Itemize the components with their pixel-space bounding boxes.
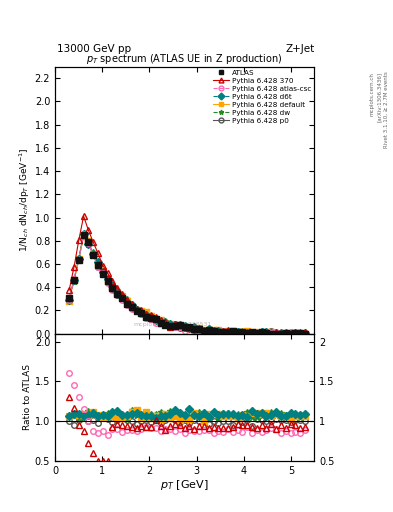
Text: mcplots.cern.ch: mcplots.cern.ch [370,72,375,116]
X-axis label: $p_T$ [GeV]: $p_T$ [GeV] [160,478,209,493]
Title: $p_T$ spectrum (ATLAS UE in Z production): $p_T$ spectrum (ATLAS UE in Z production… [86,52,283,67]
Y-axis label: 1/N$_{ch}$ dN$_{ch}$/dp$_T$ [GeV$^{-1}$]: 1/N$_{ch}$ dN$_{ch}$/dp$_T$ [GeV$^{-1}$] [17,148,32,252]
Text: 13000 GeV pp: 13000 GeV pp [57,44,131,54]
Text: Z+Jet: Z+Jet [285,44,314,54]
Text: mcplots_2019_11736531: mcplots_2019_11736531 [134,322,212,327]
Text: [arXiv:1306.3436]: [arXiv:1306.3436] [377,72,382,122]
Y-axis label: Ratio to ATLAS: Ratio to ATLAS [23,364,32,430]
Legend: ATLAS, Pythia 6.428 370, Pythia 6.428 atlas-csc, Pythia 6.428 d6t, Pythia 6.428 : ATLAS, Pythia 6.428 370, Pythia 6.428 at… [212,68,313,125]
Text: Rivet 3.1.10, ≥ 2.7M events: Rivet 3.1.10, ≥ 2.7M events [384,72,389,148]
